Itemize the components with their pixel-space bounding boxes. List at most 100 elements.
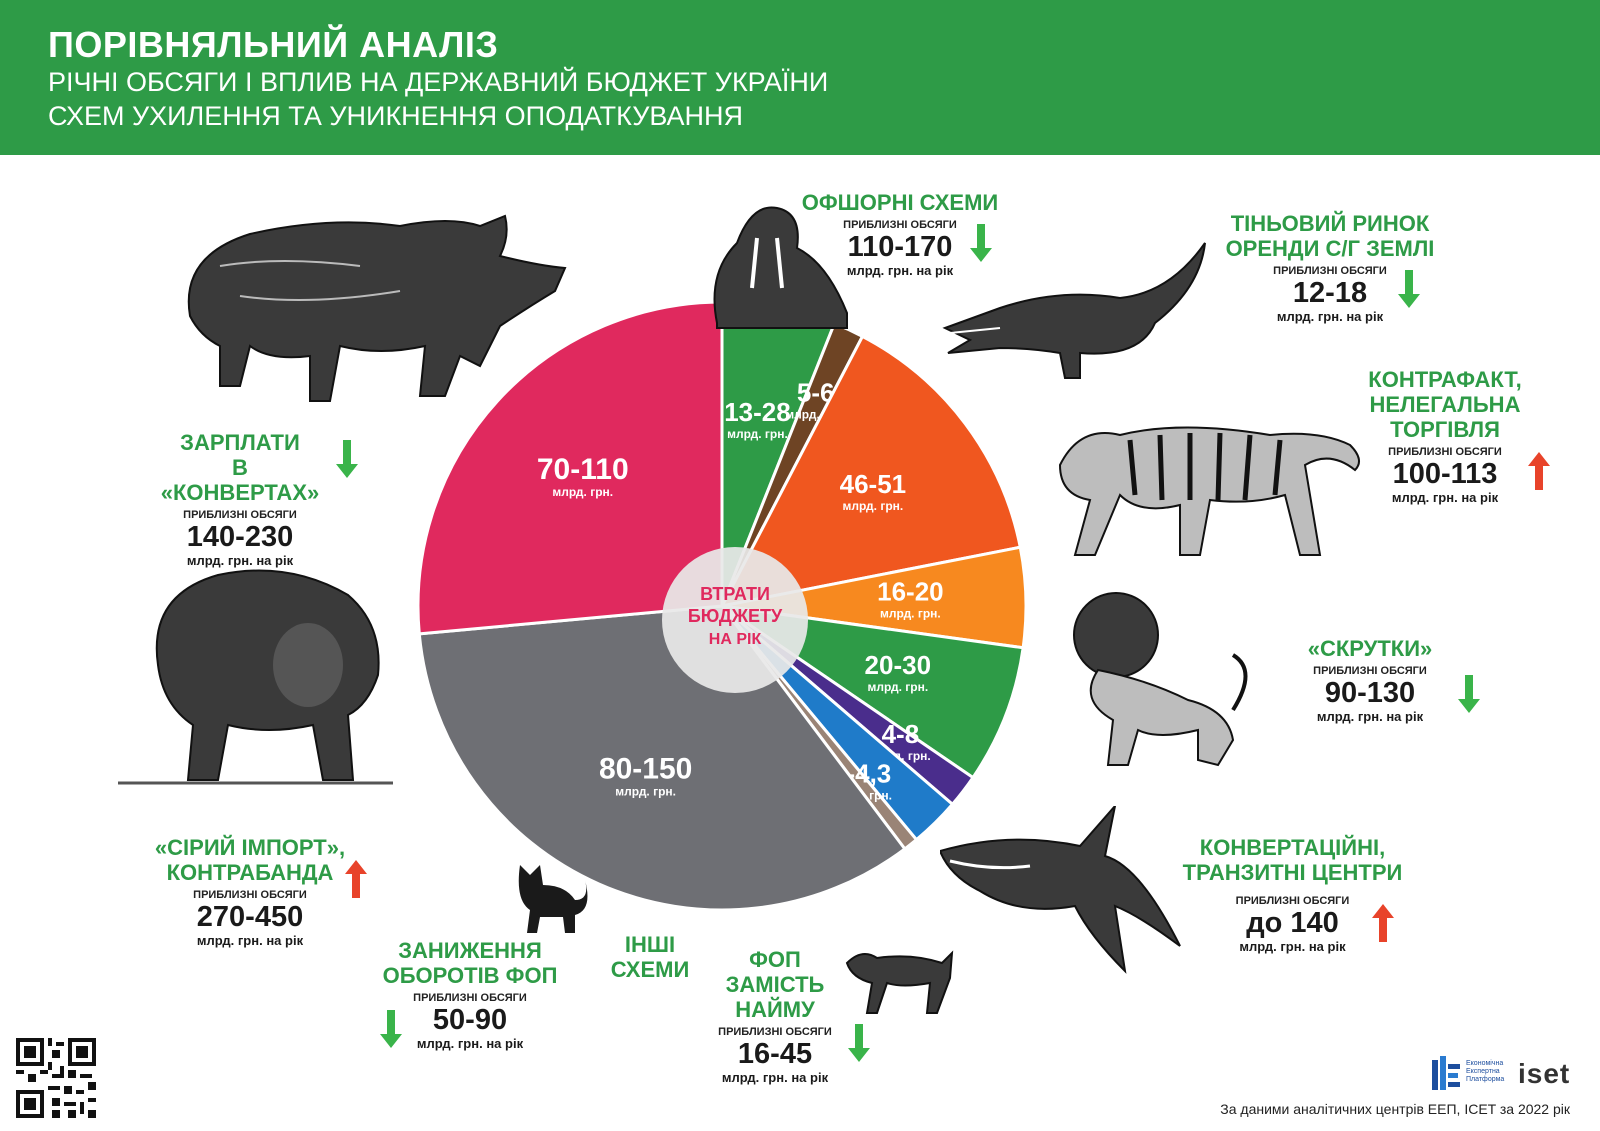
scheme-counterfeit-volume: 100-113 [1392,458,1498,490]
scheme-twists-unit: млрд. грн. на рік [1316,709,1424,724]
pie-center-label-line3: НА РІК [709,631,762,648]
eep-logo-text: Економічна Експертна Платформа [1466,1060,1504,1084]
scheme-offshore: ОФШОРНІ СХЕМИ ПРИБЛИЗНІ ОБСЯГИ 110-170 м… [785,190,1015,278]
scheme-salaries-volume: 140-230 [186,521,294,553]
scheme-counterfeit: КОНТРАФАКТ, НЕЛЕГАЛЬНА ТОРГІВЛЯ ПРИБЛИЗН… [1360,367,1530,505]
trend-down-arrow-icon [1398,270,1420,308]
scheme-fop-hire-volume: 16-45 [737,1038,813,1070]
scheme-import-volume: 270-450 [196,901,304,933]
scheme-fop-turnover-unit: млрд. грн. на рік [416,1036,524,1051]
lion-illustration [1073,592,1248,767]
pie-slice-unit-twists: млрд. грн. [880,607,941,621]
cat-illustration [518,865,588,933]
pie-slice-label-salaries: 70-110 [537,453,629,486]
scheme-land-unit: млрд. грн. на рік [1276,309,1384,324]
scheme-import: «СІРИЙ ІМПОРТ», КОНТРАБАНДА ПРИБЛИЗНІ ОБ… [145,835,355,948]
scheme-counterfeit-unit: млрд. грн. на рік [1391,490,1499,505]
page-title: ПОРІВНЯЛЬНИЙ АНАЛІЗ [48,24,499,65]
scheme-salaries: ЗАРПЛАТИ В «КОНВЕРТАХ» ПРИБЛИЗНІ ОБСЯГИ … [150,430,330,568]
eep-logo-line1: Економічна [1466,1060,1504,1067]
pie-slice-unit-conversion: млрд. грн. [867,680,928,694]
pie-slice-label-import: 80-150 [599,752,692,785]
scheme-other: ІНШІ СХЕМИ [605,932,695,982]
scheme-fop-hire: ФОП ЗАМІСТЬ НАЙМУ ПРИБЛИЗНІ ОБСЯГИ 16-45… [700,947,850,1085]
scheme-fop-turnover-volume: 50-90 [432,1004,508,1036]
tiger-illustration [1058,426,1360,556]
trend-down-arrow-icon [970,224,992,262]
eep-logo-line2: Експертна [1466,1068,1500,1075]
scheme-counterfeit-name-line1: КОНТРАФАКТ, [1368,367,1522,392]
eep-logo-icon [1432,1056,1460,1090]
scheme-conversion-volume: до 140 [1246,907,1339,939]
scheme-fop-hire-name-line2: НАЙМУ [735,997,815,1022]
crocodile-illustration [942,242,1206,379]
scheme-counterfeit-name-line3: ТОРГІВЛЯ [1390,417,1500,442]
header-banner: ПОРІВНЯЛЬНИЙ АНАЛІЗ РІЧНІ ОБСЯГИ І ВПЛИВ… [0,0,1600,155]
pie-slice-label-offshore: 13-28 [724,397,791,427]
scheme-salaries-name-line1: ЗАРПЛАТИ [180,430,300,455]
scheme-fop-hire-unit: млрд. грн. на рік [721,1070,829,1085]
trend-up-arrow-icon [345,860,367,898]
iset-logo: iset [1518,1058,1571,1089]
scheme-fop-hire-name-line1: ФОП ЗАМІСТЬ [725,947,825,997]
trend-down-arrow-icon [1458,675,1480,713]
scheme-import-unit: млрд. грн. на рік [196,933,304,948]
scheme-offshore-name: ОФШОРНІ СХЕМИ [801,190,999,215]
scheme-salaries-volume-label: ПРИБЛИЗНІ ОБСЯГИ [183,509,297,521]
pie-slice-label-conversion: 20-30 [865,650,932,680]
source-note: За даними аналітичних центрів ЕЕП, ICET … [1220,1101,1570,1117]
trend-down-arrow-icon [336,440,358,478]
scheme-twists: «СКРУТКИ» ПРИБЛИЗНІ ОБСЯГИ 90-130 млрд. … [1290,636,1450,724]
scheme-conversion: КОНВЕРТАЦІЙНІ, ТРАНЗИТНІ ЦЕНТРИ ПРИБЛИЗН… [1180,835,1405,954]
pie-slice-label-fop_hire: 4-8 [882,719,920,749]
scheme-twists-volume-label: ПРИБЛИЗНІ ОБСЯГИ [1313,665,1427,677]
pie-center-disc [662,547,808,693]
scheme-import-name-line2: КОНТРАБАНДА [166,860,334,885]
wolf-illustration [845,950,954,1014]
scheme-salaries-unit: млрд. грн. на рік [186,553,294,568]
shark-illustration [940,806,1181,974]
scheme-fop-turnover-name-line2: ОБОРОТІВ ФОП [382,963,558,988]
pie-slice-label-counterfeit: 46-51 [840,469,907,499]
scheme-counterfeit-name-line2: НЕЛЕГАЛЬНА [1369,392,1521,417]
scheme-import-volume-label: ПРИБЛИЗНІ ОБСЯГИ [193,889,307,901]
pie-slice-import [417,604,907,912]
scheme-land: ТІНЬОВИЙ РИНОК ОРЕНДИ С/Г ЗЕМЛІ ПРИБЛИЗН… [1220,211,1440,324]
scheme-twists-name: «СКРУТКИ» [1307,636,1433,661]
bear-illustration [118,569,393,785]
pie-slice-counterfeit [719,334,1023,609]
scheme-conversion-name-line2: ТРАНЗИТНІ ЦЕНТРИ [1182,860,1403,885]
scheme-land-volume-label: ПРИБЛИЗНІ ОБСЯГИ [1273,265,1387,277]
scheme-fop-hire-volume-label: ПРИБЛИЗНІ ОБСЯГИ [718,1026,832,1038]
pie-slice-salaries [416,300,724,636]
scheme-land-name-line1: ТІНЬОВИЙ РИНОК [1230,211,1430,236]
scheme-offshore-volume-label: ПРИБЛИЗНІ ОБСЯГИ [843,219,957,231]
qr-code[interactable] [16,1038,96,1118]
scheme-conversion-unit: млрд. грн. на рік [1239,939,1346,954]
page-subtitle-line1: РІЧНІ ОБСЯГИ І ВПЛИВ НА ДЕРЖАВНИЙ БЮДЖЕТ… [48,67,829,97]
scheme-land-volume: 12-18 [1292,277,1368,309]
scheme-offshore-volume: 110-170 [847,231,953,263]
pie-slice-label-twists: 16-20 [877,577,944,607]
scheme-other-name-line2: СХЕМИ [610,957,690,982]
pie-slice-unit-import: млрд. грн. [615,784,676,798]
pie-center-label-line2: БЮДЖЕТУ [688,606,783,626]
pie-slice-unit-offshore: млрд. грн. [727,427,788,441]
scheme-twists-volume: 90-130 [1324,677,1416,709]
scheme-counterfeit-volume-label: ПРИБЛИЗНІ ОБСЯГИ [1388,446,1502,458]
trend-up-arrow-icon [1372,904,1394,942]
rhino-illustration [187,214,567,402]
scheme-salaries-name-line2: В «КОНВЕРТАХ» [160,455,320,505]
scheme-fop-turnover-volume-label: ПРИБЛИЗНІ ОБСЯГИ [413,992,527,1004]
page-subtitle-line2: СХЕМ УХИЛЕННЯ ТА УНИКНЕННЯ ОПОДАТКУВАННЯ [48,101,743,131]
eep-logo-line3: Платформа [1466,1076,1505,1083]
scheme-conversion-name-line1: КОНВЕРТАЦІЙНІ, [1199,835,1386,860]
scheme-import-name-line1: «СІРИЙ ІМПОРТ», [154,835,346,860]
scheme-conversion-volume-label: ПРИБЛИЗНІ ОБСЯГИ [1235,895,1350,907]
trend-down-arrow-icon [380,1010,402,1048]
trend-down-arrow-icon [848,1024,870,1062]
trend-up-arrow-icon [1528,452,1550,490]
scheme-land-name-line2: ОРЕНДИ С/Г ЗЕМЛІ [1225,236,1435,261]
scheme-fop-turnover: ЗАНИЖЕННЯ ОБОРОТІВ ФОП ПРИБЛИЗНІ ОБСЯГИ … [380,938,560,1051]
